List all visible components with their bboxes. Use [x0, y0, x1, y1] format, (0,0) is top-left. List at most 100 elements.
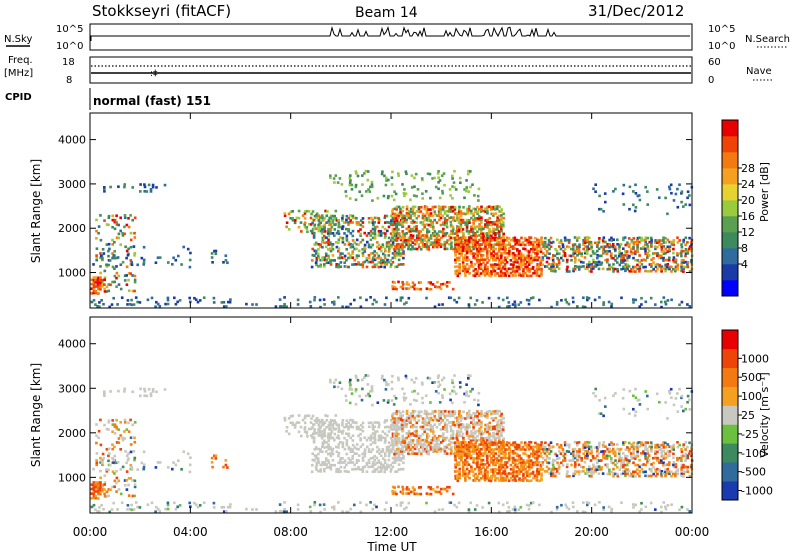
- power-cell: [441, 303, 444, 306]
- power-cell: [95, 254, 98, 257]
- power-cell: [494, 248, 497, 251]
- velocity-cell: [99, 477, 102, 480]
- power-cell: [634, 270, 637, 273]
- power-cell: [481, 301, 484, 304]
- velocity-cell: [590, 446, 593, 449]
- velocity-cell: [464, 479, 467, 482]
- power-cell: [514, 303, 517, 306]
- velocity-cell: [321, 461, 324, 464]
- power-cell: [433, 210, 436, 213]
- power-cell: [453, 181, 456, 184]
- velocity-cell: [522, 468, 525, 471]
- velocity-cell: [332, 437, 335, 440]
- velocity-cell: [484, 452, 487, 455]
- power-cell: [383, 266, 386, 269]
- power-cell: [566, 266, 569, 269]
- power-cell: [397, 217, 400, 220]
- velocity-cell: [516, 459, 519, 462]
- velocity-cell: [640, 444, 643, 447]
- power-cell: [432, 206, 435, 209]
- velocity-cell: [486, 428, 489, 431]
- velocity-cell: [130, 443, 133, 446]
- power-cell: [454, 250, 457, 253]
- power-cell: [576, 305, 579, 308]
- velocity-cell: [310, 421, 313, 424]
- power-cell: [584, 239, 587, 242]
- velocity-cell: [562, 448, 565, 451]
- power-cell: [329, 174, 332, 177]
- power-cell: [124, 216, 127, 219]
- velocity-cell: [470, 433, 473, 436]
- power-cell: [109, 186, 112, 189]
- power-cell: [480, 210, 483, 213]
- velocity-cell: [99, 419, 102, 422]
- velocity-cell: [332, 459, 335, 462]
- power-cell: [405, 221, 408, 224]
- power-cell: [446, 214, 449, 217]
- power-cell: [536, 259, 539, 262]
- velocity-cell: [366, 446, 369, 449]
- velocity-cell: [528, 460, 531, 463]
- power-cell: [478, 188, 481, 191]
- velocity-cell: [476, 415, 479, 418]
- power-cell: [387, 179, 390, 182]
- velocity-cell: [139, 395, 142, 398]
- power-cell: [469, 297, 472, 300]
- power-cell: [310, 305, 313, 308]
- power-cell: [558, 252, 561, 255]
- power-cell: [338, 223, 341, 226]
- velocity-cell: [516, 475, 519, 478]
- velocity-cell: [112, 459, 115, 462]
- velocity-cell: [564, 441, 567, 444]
- power-cell: [373, 221, 376, 224]
- power-cell: [639, 199, 642, 202]
- velocity-cell: [466, 431, 469, 434]
- velocity-cell: [446, 437, 449, 440]
- power-cell: [468, 190, 471, 193]
- velocity-cell: [490, 480, 493, 483]
- power-cell: [544, 243, 547, 246]
- velocity-cell: [444, 452, 447, 455]
- power-cell: [125, 257, 128, 260]
- power-cell: [386, 230, 389, 233]
- velocity-cell: [634, 455, 637, 458]
- power-cell: [480, 263, 483, 266]
- velocity-cell: [392, 462, 395, 465]
- power-cell: [313, 232, 316, 235]
- power-cell: [104, 290, 107, 293]
- power-cell: [682, 250, 685, 253]
- power-cell: [401, 183, 404, 186]
- velocity-cell: [327, 443, 330, 446]
- velocity-cell: [164, 388, 167, 391]
- velocity-cell: [619, 468, 622, 471]
- power-cell: [371, 199, 374, 202]
- power-cell: [558, 259, 561, 262]
- velocity-cell: [401, 428, 404, 431]
- velocity-cell: [494, 474, 497, 477]
- power-cell: [376, 241, 379, 244]
- power-cell: [397, 281, 400, 284]
- velocity-cell: [298, 431, 301, 434]
- power-cell: [119, 217, 122, 220]
- power-cell: [401, 286, 404, 289]
- power-cell: [345, 219, 348, 222]
- velocity-cell: [415, 426, 418, 429]
- power-cell: [300, 230, 303, 233]
- power-cell: [632, 190, 635, 193]
- velocity-cell: [324, 428, 327, 431]
- power-cell: [310, 217, 313, 220]
- power-cell: [355, 248, 358, 251]
- power-cell: [366, 234, 369, 237]
- power-cell: [566, 268, 569, 271]
- power-cell: [620, 297, 623, 300]
- velocity-cell: [462, 426, 465, 429]
- power-cell: [119, 243, 122, 246]
- velocity-cell: [458, 442, 461, 445]
- power-cell: [367, 179, 370, 182]
- velocity-cell: [488, 455, 491, 458]
- power-cell: [111, 226, 114, 229]
- velocity-cell: [355, 422, 358, 425]
- power-cell: [394, 257, 397, 260]
- velocity-cell: [368, 426, 371, 429]
- power-cell: [333, 215, 336, 218]
